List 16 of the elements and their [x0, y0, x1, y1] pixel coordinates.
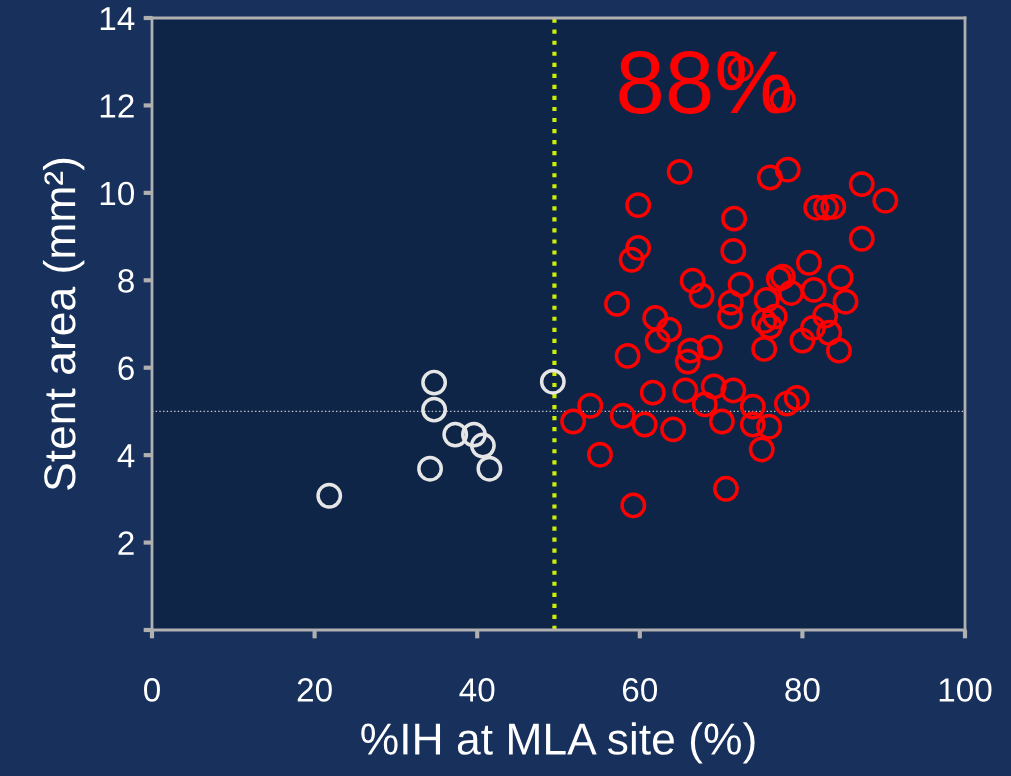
x-axis-title: %IH at MLA site (%)	[361, 722, 755, 764]
y-tick-label: 6	[118, 356, 134, 381]
y-tick-label: 2	[118, 531, 134, 555]
x-tick-label: 100	[939, 678, 992, 702]
x-tick-label: 20	[297, 678, 332, 702]
x-tick-label: 0	[144, 678, 160, 702]
y-tick-label: 14	[100, 7, 135, 31]
x-tick-label: 60	[622, 678, 658, 702]
x-tick-label: 40	[459, 678, 495, 702]
annotation: 88%	[619, 50, 791, 114]
y-tick-label: 4	[117, 444, 135, 468]
x-tick-label: 80	[785, 678, 820, 702]
y-tick-label: 12	[100, 94, 134, 118]
y-tick-label: 10	[100, 181, 135, 206]
y-axis-title: Stent area (mm²)	[42, 158, 85, 490]
y-tick-label: 8	[118, 269, 134, 293]
